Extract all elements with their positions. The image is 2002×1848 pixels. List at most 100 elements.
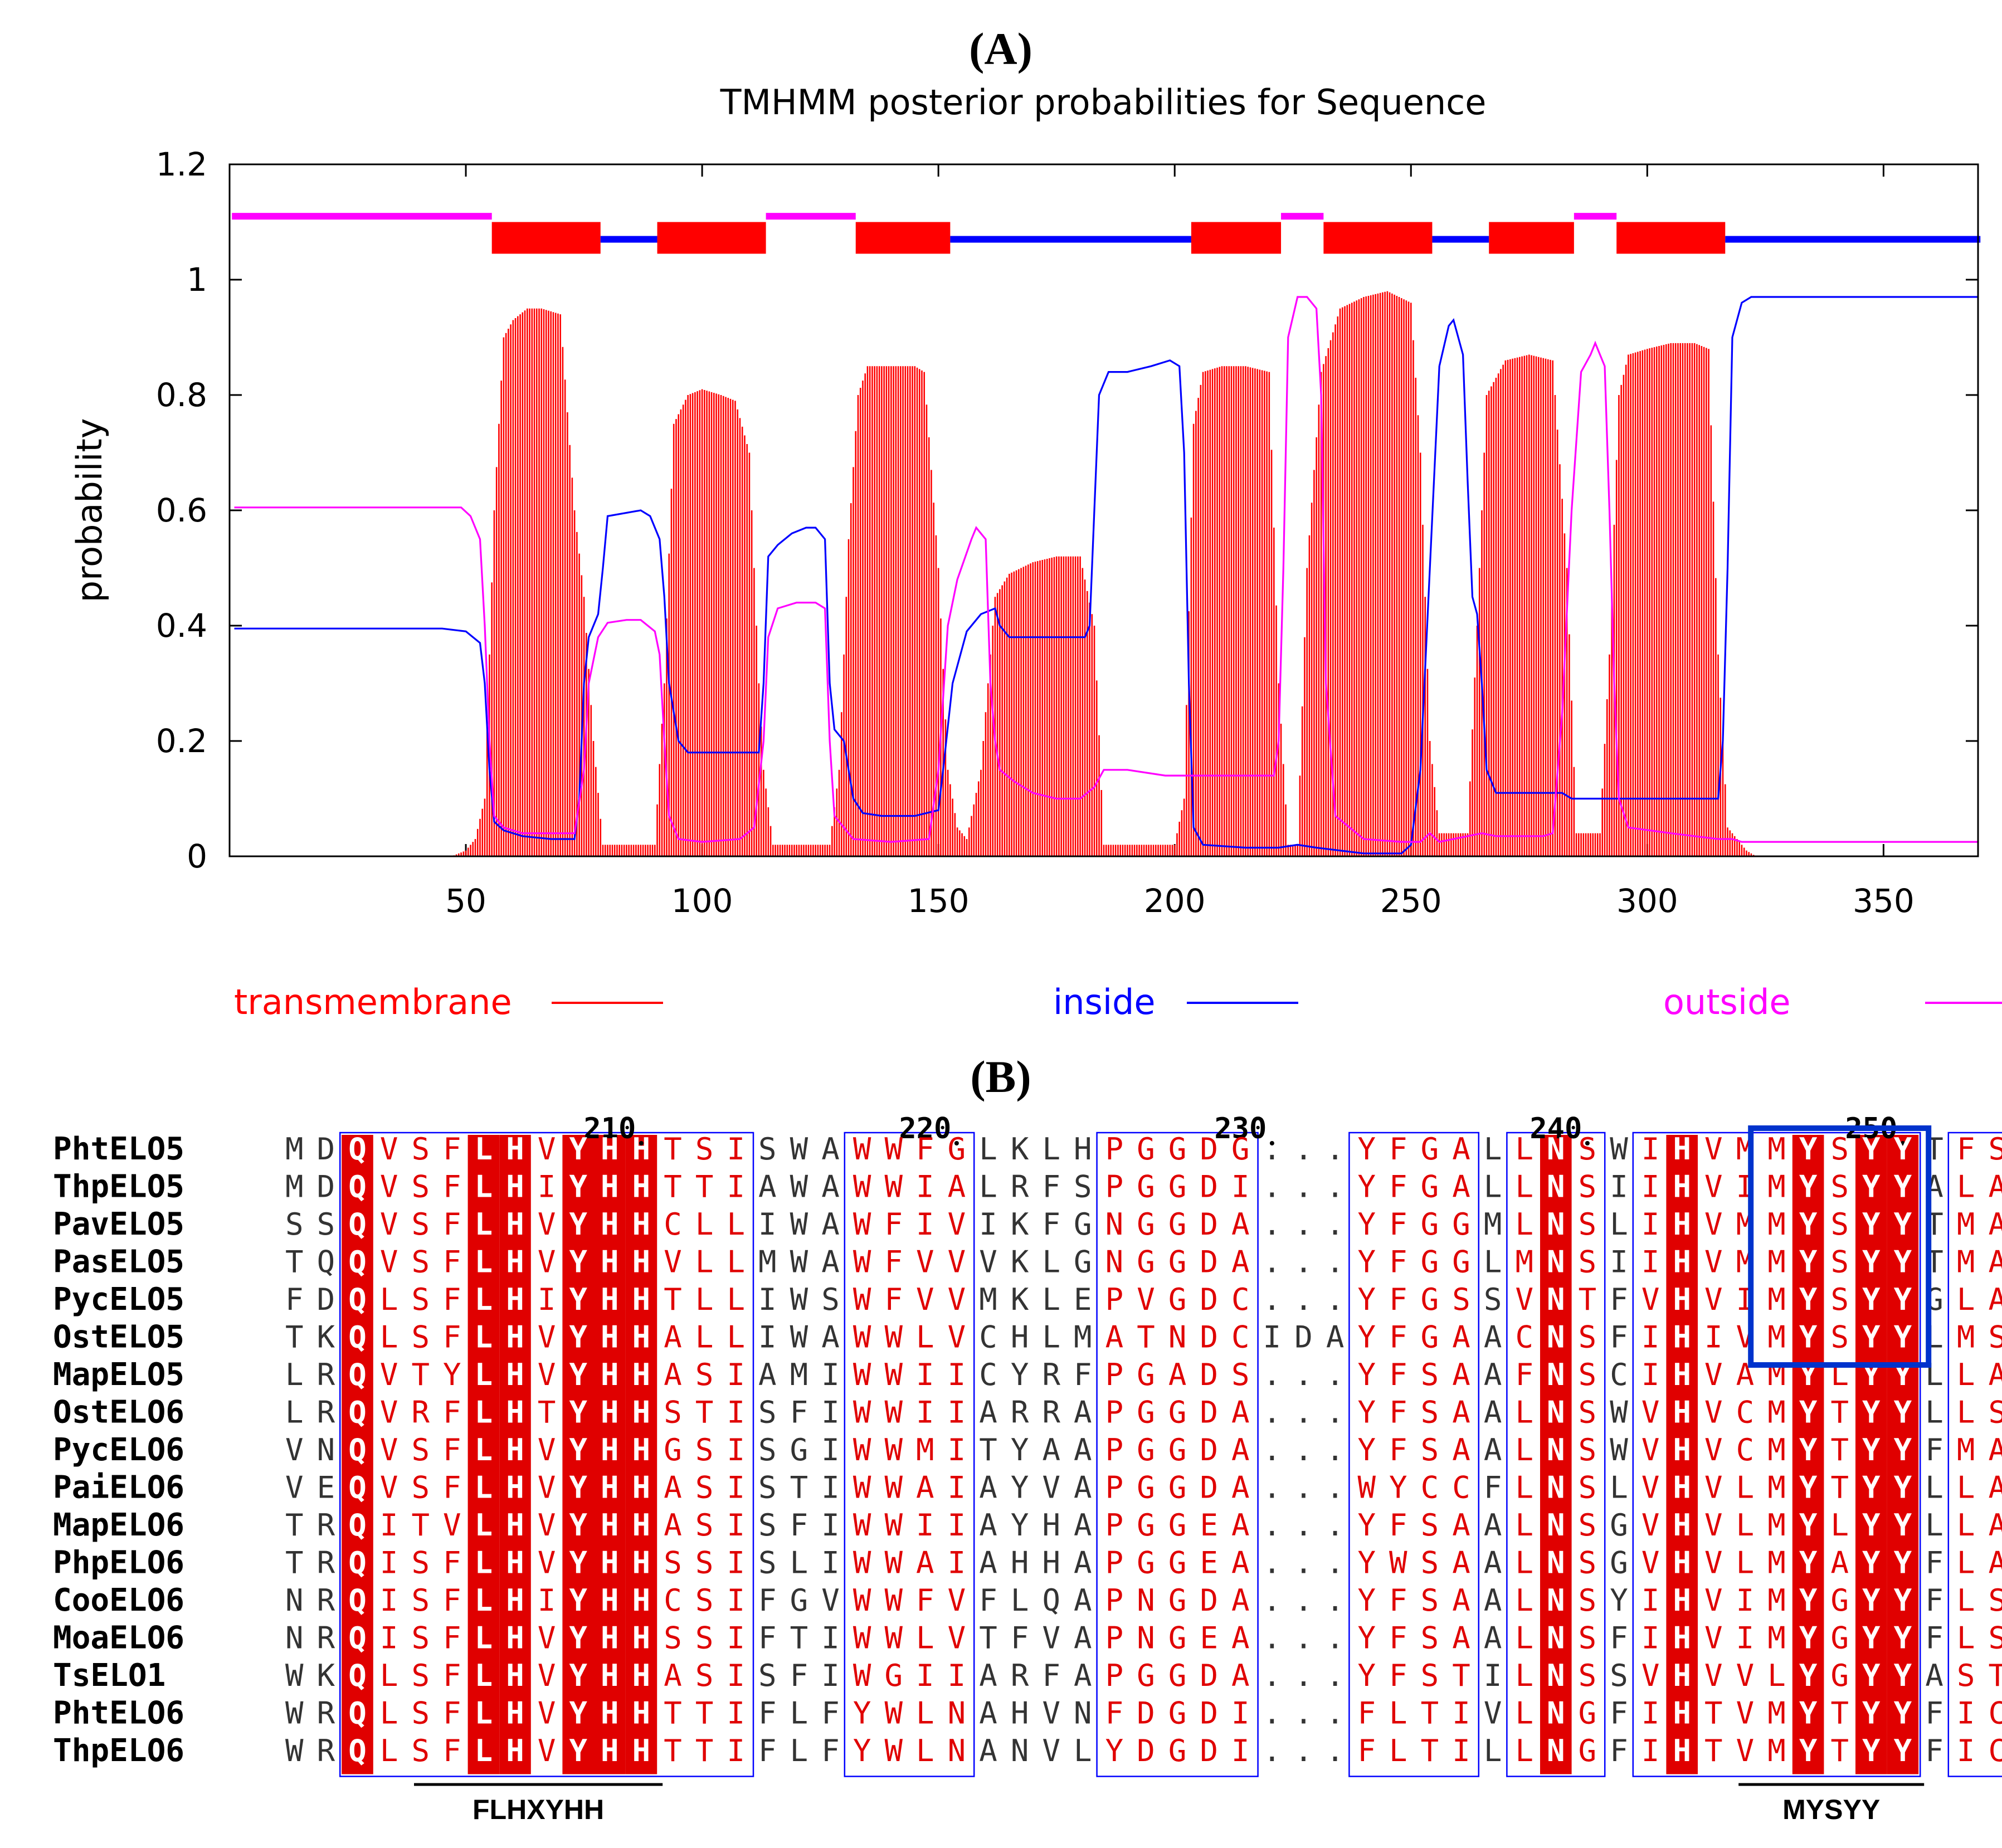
residue: H bbox=[506, 1470, 524, 1505]
residue: V bbox=[1736, 1658, 1755, 1693]
residue: L bbox=[1925, 1508, 1943, 1543]
residue: A bbox=[664, 1508, 682, 1543]
residue: H bbox=[601, 1508, 619, 1543]
residue: N bbox=[1547, 1432, 1565, 1467]
residue: V bbox=[948, 1320, 966, 1355]
residue: D bbox=[1200, 1357, 1218, 1392]
residue: H bbox=[632, 1169, 651, 1205]
residue: T bbox=[695, 1169, 714, 1205]
residue: N bbox=[1547, 1470, 1565, 1505]
residue: W bbox=[884, 1395, 903, 1430]
residue: F bbox=[1042, 1658, 1060, 1693]
residue: L bbox=[916, 1621, 934, 1656]
residue: . bbox=[1263, 1545, 1282, 1581]
residue: Y bbox=[1799, 1508, 1818, 1543]
residue: C bbox=[1736, 1395, 1755, 1430]
residue: V bbox=[285, 1470, 304, 1505]
residue: S bbox=[1988, 1132, 2002, 1167]
residue: V bbox=[1704, 1545, 1723, 1581]
residue: N bbox=[1547, 1621, 1565, 1656]
residue: I bbox=[1452, 1696, 1470, 1731]
residue: S bbox=[758, 1470, 777, 1505]
residue: L bbox=[1925, 1470, 1943, 1505]
residue: H bbox=[1673, 1132, 1691, 1167]
residue: A bbox=[1988, 1169, 2002, 1205]
residue: H bbox=[1042, 1508, 1060, 1543]
panel-b-label: (B) bbox=[970, 1051, 1031, 1102]
residue: I bbox=[727, 1733, 745, 1768]
residue: L bbox=[1957, 1395, 1975, 1430]
residue: V bbox=[979, 1245, 997, 1280]
residue: V bbox=[538, 1508, 556, 1543]
residue: . bbox=[1263, 1621, 1282, 1656]
residue: V bbox=[380, 1395, 398, 1430]
residue: Y bbox=[569, 1658, 587, 1693]
residue: L bbox=[790, 1545, 808, 1581]
residue: I bbox=[948, 1545, 966, 1581]
residue: P bbox=[1105, 1583, 1124, 1618]
residue: L bbox=[1515, 1207, 1533, 1242]
residue: H bbox=[506, 1169, 524, 1205]
residue: V bbox=[538, 1357, 556, 1392]
residue: N bbox=[1547, 1357, 1565, 1392]
residue: L bbox=[916, 1733, 934, 1768]
residue: H bbox=[1673, 1207, 1691, 1242]
residue: L bbox=[475, 1583, 493, 1618]
residue: N bbox=[1105, 1245, 1124, 1280]
residue: Y bbox=[1862, 1207, 1881, 1242]
residue: . bbox=[1326, 1395, 1345, 1430]
residue: H bbox=[601, 1320, 619, 1355]
residue: G bbox=[1168, 1207, 1187, 1242]
residue: I bbox=[1957, 1696, 1975, 1731]
residue: V bbox=[380, 1207, 398, 1242]
residue: F bbox=[1389, 1357, 1407, 1392]
residue: F bbox=[1484, 1470, 1502, 1505]
residue: F bbox=[1957, 1132, 1975, 1167]
residue: S bbox=[1988, 1395, 2002, 1430]
residue: P bbox=[1105, 1508, 1124, 1543]
residue: F bbox=[758, 1583, 777, 1618]
panel-a-label: (A) bbox=[969, 23, 1032, 74]
residue: M bbox=[1767, 1696, 1786, 1731]
residue: Y bbox=[1357, 1169, 1376, 1205]
transmembrane-bars bbox=[453, 291, 1755, 856]
residue: I bbox=[1641, 1132, 1660, 1167]
residue: F bbox=[790, 1395, 808, 1430]
residue: D bbox=[1200, 1282, 1218, 1317]
residue: G bbox=[1421, 1245, 1439, 1280]
legend-transmembrane-label: transmembrane bbox=[234, 982, 512, 1022]
residue: L bbox=[695, 1245, 714, 1280]
residue: Y bbox=[1894, 1132, 1912, 1167]
residue: H bbox=[506, 1658, 524, 1693]
residue: G bbox=[1137, 1545, 1155, 1581]
residue: V bbox=[538, 1245, 556, 1280]
position-label: 230 bbox=[1214, 1112, 1267, 1145]
residue: D bbox=[1200, 1696, 1218, 1731]
residue: I bbox=[821, 1432, 840, 1467]
residue: A bbox=[1988, 1282, 2002, 1317]
residue: . bbox=[1263, 1282, 1282, 1317]
residue: . bbox=[1294, 1733, 1313, 1768]
residue: H bbox=[506, 1583, 524, 1618]
residue: L bbox=[1389, 1696, 1407, 1731]
residue: S bbox=[1579, 1658, 1597, 1693]
identity-column bbox=[562, 1135, 594, 1774]
residue: G bbox=[1579, 1696, 1597, 1731]
residue: H bbox=[506, 1245, 524, 1280]
residue: D bbox=[1137, 1733, 1155, 1768]
residue: L bbox=[1610, 1207, 1628, 1242]
identity-column bbox=[1540, 1135, 1572, 1774]
residue: . bbox=[1326, 1733, 1345, 1768]
y-tick-label: 0.6 bbox=[156, 491, 207, 529]
residue: N bbox=[1137, 1621, 1155, 1656]
residue: V bbox=[1704, 1357, 1723, 1392]
residue: L bbox=[475, 1545, 493, 1581]
residue: V bbox=[380, 1432, 398, 1467]
residue: F bbox=[1925, 1621, 1943, 1656]
residue: N bbox=[1547, 1545, 1565, 1581]
residue: L bbox=[1957, 1357, 1975, 1392]
residue: A bbox=[1484, 1583, 1502, 1618]
residue: I bbox=[727, 1169, 745, 1205]
legend-outside-label: outside bbox=[1663, 982, 1791, 1022]
